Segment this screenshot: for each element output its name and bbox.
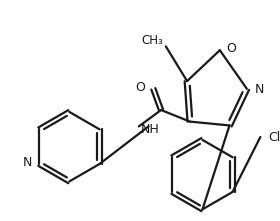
Text: N: N (23, 156, 32, 169)
Text: Cl: Cl (268, 131, 280, 143)
Text: N: N (255, 83, 264, 96)
Text: CH₃: CH₃ (141, 34, 163, 47)
Text: O: O (227, 42, 237, 55)
Text: O: O (136, 81, 146, 94)
Text: NH: NH (141, 123, 160, 136)
